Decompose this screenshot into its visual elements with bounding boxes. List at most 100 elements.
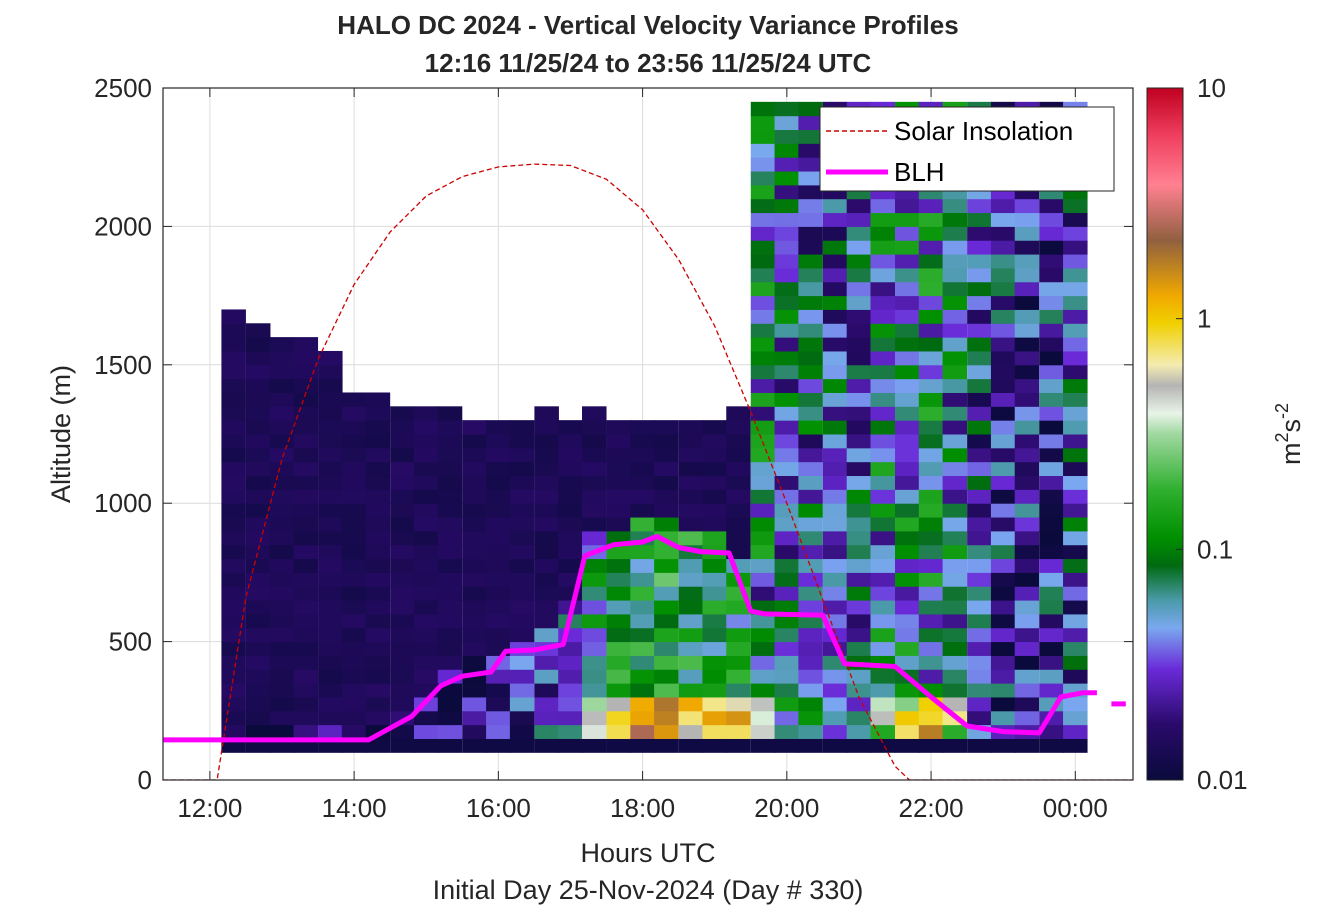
heatmap-cell-603 <box>750 281 776 297</box>
heatmap-cell-782 <box>846 406 872 421</box>
heatmap-cell-91 <box>269 350 295 366</box>
heatmap-cell-44 <box>245 572 271 587</box>
heatmap-cell-1027 <box>967 267 992 283</box>
heatmap-cell-307 <box>486 683 511 698</box>
heatmap-cell-295 <box>462 517 487 532</box>
heatmap-cell-784 <box>846 378 872 393</box>
heatmap-cell-963 <box>942 503 968 518</box>
heatmap-cell-1207 <box>1063 378 1088 393</box>
heatmap-cell-645 <box>774 350 800 366</box>
heatmap-cell-856 <box>895 683 920 698</box>
heatmap-cell-156 <box>341 683 367 698</box>
heatmap-cell-194 <box>365 517 391 532</box>
heatmap-cell-238 <box>413 613 439 629</box>
heatmap-cell-900 <box>918 724 944 739</box>
heatmap-cell-829 <box>870 406 896 421</box>
heatmap-cell-30 <box>221 323 246 338</box>
heatmap-cell-216 <box>390 572 415 587</box>
heatmap-cell-1196 <box>1063 530 1088 546</box>
heatmap-cell-623 <box>774 655 800 670</box>
heatmap-cell-569 <box>726 406 751 421</box>
heatmap-cell-397 <box>558 447 583 463</box>
heatmap-cell-229 <box>413 738 439 753</box>
heatmap-cell-1152 <box>1039 489 1064 504</box>
heatmap-cell-9 <box>221 613 246 629</box>
heatmap-cell-441 <box>606 517 632 532</box>
heatmap-cell-183 <box>365 669 391 684</box>
heatmap-cell-66 <box>269 696 295 712</box>
heatmap-cell-45 <box>245 558 271 573</box>
heatmap-cell-256 <box>437 710 463 726</box>
heatmap-cell-858 <box>895 655 920 670</box>
heatmap-cell-419 <box>582 475 607 490</box>
heatmap-cell-97 <box>293 683 319 698</box>
heatmap-cell-20 <box>221 461 246 477</box>
heatmap-cell-927 <box>918 350 944 366</box>
heatmap-cell-132 <box>318 613 343 629</box>
heatmap-cell-734 <box>822 420 848 435</box>
heatmap-cell-1215 <box>1063 267 1088 283</box>
heatmap-cell-347 <box>509 461 535 477</box>
heatmap-cell-479 <box>654 655 679 670</box>
heatmap-cell-1192 <box>1063 586 1088 601</box>
heatmap-cell-1188 <box>1063 641 1088 656</box>
heatmap-cell-335 <box>509 627 535 643</box>
heatmap-cell-966 <box>942 461 968 477</box>
heatmap-cell-667 <box>798 696 823 712</box>
heatmap-cell-859 <box>895 641 920 656</box>
heatmap-cell-240 <box>413 586 439 601</box>
heatmap-cell-611 <box>750 171 776 186</box>
heatmap-cell-178 <box>365 738 391 753</box>
heatmap-cell-39 <box>245 641 271 656</box>
heatmap-cell-600 <box>750 323 776 338</box>
heatmap-cell-448 <box>606 420 632 435</box>
heatmap-cell-874 <box>895 434 920 449</box>
heatmap-cell-503 <box>678 655 704 670</box>
heatmap-cell-482 <box>654 613 679 629</box>
heatmap-cell-605 <box>750 254 776 269</box>
heatmap-cell-692 <box>798 350 823 366</box>
colorbar-label-base: m <box>1276 443 1306 466</box>
heatmap-cell-280 <box>462 724 487 739</box>
heatmap-cell-41 <box>245 613 271 629</box>
heatmap-cell-547 <box>726 710 751 726</box>
heatmap-cell-26 <box>221 378 246 393</box>
heatmap-cell-412 <box>582 572 607 587</box>
heatmap-cell-231 <box>413 710 439 726</box>
heatmap-cell-1118 <box>1014 309 1040 324</box>
legend: Solar Insolation BLH <box>819 106 1115 192</box>
heatmap-cell-427 <box>606 710 632 726</box>
heatmap-cell-1025 <box>967 295 992 310</box>
heatmap-cell-696 <box>798 295 823 310</box>
heatmap-cell-89 <box>269 378 295 393</box>
heatmap-cell-176 <box>341 406 367 421</box>
heatmap-cell-608 <box>750 212 776 227</box>
heatmap-cell-514 <box>678 503 704 518</box>
heatmap-cell-184 <box>365 655 391 670</box>
heatmap-cell-1040 <box>990 738 1016 753</box>
heatmap-cell-1147 <box>1039 558 1064 573</box>
heatmap-cell-593 <box>750 420 776 435</box>
heatmap-cell-781 <box>846 420 872 435</box>
heatmap-cell-622 <box>774 669 800 684</box>
heatmap-cell-790 <box>846 295 872 310</box>
heatmap-cell-648 <box>774 309 800 324</box>
heatmap-cell-1198 <box>1063 503 1088 518</box>
heatmap-cell-40 <box>245 627 271 643</box>
heatmap-cell-1102 <box>1014 530 1040 546</box>
heatmap-cell-1109 <box>1014 434 1040 449</box>
heatmap-cell-449 <box>630 738 655 753</box>
heatmap-cell-1015 <box>967 434 992 449</box>
heatmap-cell-1142 <box>1039 627 1064 643</box>
heatmap-cell-450 <box>630 724 655 739</box>
heatmap-cell-791 <box>846 281 872 297</box>
series-lines <box>163 163 1133 780</box>
heatmap-cell-223 <box>390 475 415 490</box>
heatmap-cell-917 <box>918 489 944 504</box>
heatmap-cell-408 <box>582 627 607 643</box>
heatmap-cell-1146 <box>1039 572 1064 587</box>
heatmap-cell-618 <box>774 724 800 739</box>
heatmap-cell-826 <box>870 447 896 463</box>
heatmap-cell-1064 <box>990 406 1016 421</box>
heatmap-cell-471 <box>630 434 655 449</box>
